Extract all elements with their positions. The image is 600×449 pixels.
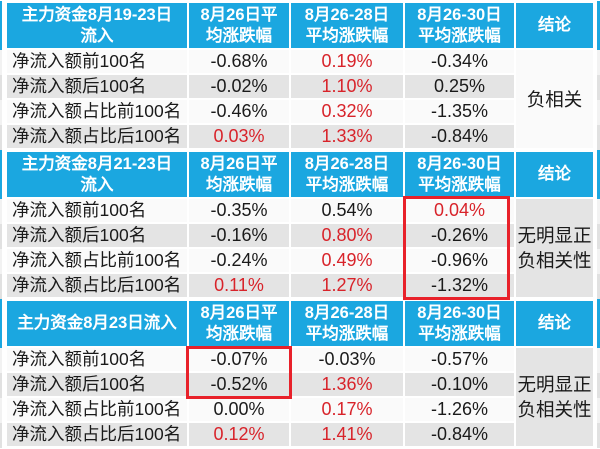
table-row: 净流入额前100名 -0.68% 0.19% -0.34% 负相关	[7, 50, 593, 148]
value-cell: 0.32%	[291, 100, 403, 123]
value-cell: 1.41%	[291, 423, 403, 446]
section-table-aug21-23: 主力资金8月21-23日 流入 8月26日平 均涨跌幅 8月26-28日 平均涨…	[5, 150, 595, 299]
value-cell: 1.27%	[291, 274, 403, 297]
value-cell: 0.54%	[291, 199, 403, 222]
table-row: 净流入额占比后100名 0.11% 1.27% -1.32%	[7, 274, 593, 297]
section-body: 净流入额前100名 -0.35% 0.54% 0.04% 无明显正 负相关性 净流入额后1…	[7, 199, 593, 297]
table-row: 净流入额占比后100名 0.03% 1.33% -0.84%	[7, 125, 593, 148]
table-row: 净流入额后100名 -0.16% 0.80% -0.26%	[7, 224, 593, 247]
value-cell: 0.12%	[189, 423, 289, 446]
value-cell: -0.34%	[405, 50, 514, 73]
section-body: 净流入额前100名 -0.07% -0.03% -0.57% 无明显正 负相关性 净流入额…	[7, 348, 593, 446]
column-header-aug26-30: 8月26-30日 平均涨跌幅	[405, 301, 514, 346]
value-cell: 1.36%	[291, 373, 403, 396]
column-header-aug26-28: 8月26-28日 平均涨跌幅	[291, 152, 403, 197]
value-cell: 0.49%	[291, 249, 403, 272]
value-cell: 0.11%	[189, 274, 289, 297]
row-label: 净流入额前100名	[7, 199, 187, 222]
value-cell: 0.17%	[291, 398, 403, 421]
table-row: 净流入额后100名 -0.52% 1.36% -0.10%	[7, 373, 593, 396]
value-cell: 0.25%	[405, 75, 514, 98]
column-header-aug26: 8月26日平 均涨跌幅	[189, 3, 289, 48]
row-label: 净流入额前100名	[7, 50, 187, 73]
value-cell: -0.68%	[189, 50, 289, 73]
value-cell: -0.26%	[405, 224, 514, 247]
value-cell: -0.96%	[405, 249, 514, 272]
column-header-aug26-28: 8月26-28日 平均涨跌幅	[291, 3, 403, 48]
section-body: 净流入额前100名 -0.68% 0.19% -0.34% 负相关 净流入额后100名 -0…	[7, 50, 593, 148]
table-row: 净流入额前100名 -0.35% 0.54% 0.04% 无明显正 负相关性	[7, 199, 593, 297]
column-header-aug26-30: 8月26-30日 平均涨跌幅	[405, 152, 514, 197]
section-table-aug23: 主力资金8月23日流入 8月26日平 均涨跌幅 8月26-28日 平均涨跌幅 8…	[5, 299, 595, 448]
row-label: 净流入额占比后100名	[7, 423, 187, 446]
column-header-aug26-28: 8月26-28日 平均涨跌幅	[291, 301, 403, 346]
value-cell: 0.00%	[189, 398, 289, 421]
header-row: 主力资金8月19-23日 流入 8月26日平 均涨跌幅 8月26-28日 平均涨…	[7, 3, 593, 48]
conclusion-cell: 无明显正 负相关性	[516, 348, 593, 446]
row-label: 净流入额前100名	[7, 348, 187, 371]
column-header-conclusion: 结论	[516, 301, 593, 346]
value-cell: -0.84%	[405, 125, 514, 148]
value-cell: -0.16%	[189, 224, 289, 247]
section-table-aug19-23: 主力资金8月19-23日 流入 8月26日平 均涨跌幅 8月26-28日 平均涨…	[5, 1, 595, 150]
row-label: 净流入额后100名	[7, 75, 187, 98]
value-cell: 0.04%	[405, 199, 514, 222]
value-cell: -1.35%	[405, 100, 514, 123]
row-label: 净流入额后100名	[7, 224, 187, 247]
column-header-conclusion: 结论	[516, 3, 593, 48]
value-cell: -1.26%	[405, 398, 514, 421]
table-row: 净流入额占比前100名 -0.46% 0.32% -1.35%	[7, 100, 593, 123]
conclusion-cell: 无明显正 负相关性	[516, 199, 593, 297]
value-cell: -0.57%	[405, 348, 514, 371]
value-cell: 1.33%	[291, 125, 403, 148]
row-label: 净流入额占比前100名	[7, 100, 187, 123]
left-edge-strip	[0, 1, 2, 448]
table-row: 净流入额占比前100名 0.00% 0.17% -1.26%	[7, 398, 593, 421]
row-label: 净流入额占比后100名	[7, 125, 187, 148]
value-cell: -0.46%	[189, 100, 289, 123]
column-header-aug26-30: 8月26-30日 平均涨跌幅	[405, 3, 514, 48]
section-title: 主力资金8月19-23日 流入	[7, 3, 187, 48]
table-row: 净流入额前100名 -0.07% -0.03% -0.57% 无明显正 负相关性	[7, 348, 593, 446]
value-cell: 0.19%	[291, 50, 403, 73]
header-row: 主力资金8月23日流入 8月26日平 均涨跌幅 8月26-28日 平均涨跌幅 8…	[7, 301, 593, 346]
column-header-aug26: 8月26日平 均涨跌幅	[189, 301, 289, 346]
value-cell: -0.35%	[189, 199, 289, 222]
value-cell: -1.32%	[405, 274, 514, 297]
column-header-aug26: 8月26日平 均涨跌幅	[189, 152, 289, 197]
value-cell: -0.03%	[291, 348, 403, 371]
table-row: 净流入额占比前100名 -0.24% 0.49% -0.96%	[7, 249, 593, 272]
section-title: 主力资金8月23日流入	[7, 301, 187, 346]
table-row: 净流入额后100名 -0.02% 1.10% 0.25%	[7, 75, 593, 98]
row-label: 净流入额占比前100名	[7, 398, 187, 421]
column-header-conclusion: 结论	[516, 152, 593, 197]
value-cell: 0.80%	[291, 224, 403, 247]
row-label: 净流入额占比前100名	[7, 249, 187, 272]
value-cell: -0.24%	[189, 249, 289, 272]
value-cell: -0.84%	[405, 423, 514, 446]
row-label: 净流入额占比后100名	[7, 274, 187, 297]
section-title: 主力资金8月21-23日 流入	[7, 152, 187, 197]
conclusion-cell: 负相关	[516, 50, 593, 148]
value-cell: -0.07%	[189, 348, 289, 371]
row-label: 净流入额后100名	[7, 373, 187, 396]
value-cell: -0.02%	[189, 75, 289, 98]
header-row: 主力资金8月21-23日 流入 8月26日平 均涨跌幅 8月26-28日 平均涨…	[7, 152, 593, 197]
value-cell: 0.03%	[189, 125, 289, 148]
table-row: 净流入额占比后100名 0.12% 1.41% -0.84%	[7, 423, 593, 446]
table-stack: 主力资金8月19-23日 流入 8月26日平 均涨跌幅 8月26-28日 平均涨…	[5, 1, 595, 448]
value-cell: 1.10%	[291, 75, 403, 98]
value-cell: -0.10%	[405, 373, 514, 396]
value-cell: -0.52%	[189, 373, 289, 396]
